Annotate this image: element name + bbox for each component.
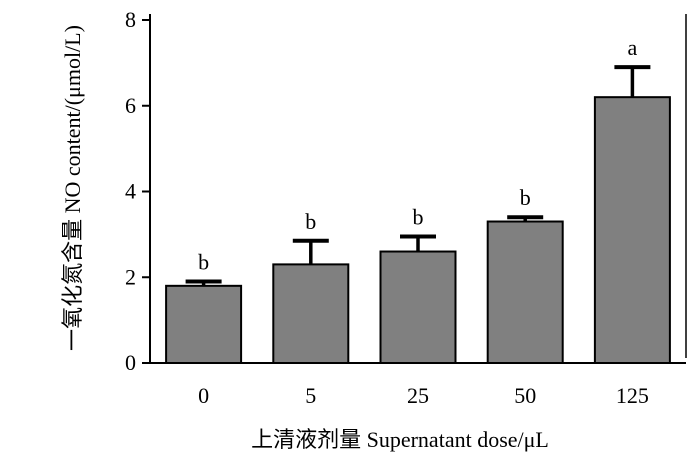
x-tick-label: 50: [514, 383, 536, 408]
y-tick-label: 6: [125, 93, 136, 118]
y-ticks: 0 2 4 6 8: [125, 7, 150, 375]
x-axis-title: 上清液剂量 Supernatant dose/μL: [251, 427, 549, 452]
x-tick-label: 0: [198, 383, 209, 408]
x-tick-label: 25: [407, 383, 429, 408]
significance-letter: a: [628, 35, 638, 60]
y-tick-label: 8: [125, 7, 136, 32]
significance-letter: b: [198, 250, 209, 275]
y-tick-label: 2: [125, 264, 136, 289]
significance-letter: b: [520, 185, 531, 210]
y-axis-title: 一氧化氮含量 NO content/(μmol/L): [60, 25, 85, 351]
significance-letters: b b b b a: [198, 35, 637, 274]
bars: [165, 96, 671, 365]
x-ticks: 0 5 25 50 125: [198, 383, 649, 408]
significance-letter: b: [305, 209, 316, 234]
bar-0: [165, 284, 243, 365]
x-tick-label: 125: [616, 383, 649, 408]
bar-5: [272, 263, 350, 365]
error-bars: [185, 65, 651, 286]
bar-125: [593, 96, 671, 365]
bar-50: [486, 220, 564, 364]
y-tick-label: 0: [125, 350, 136, 375]
bar-25: [379, 250, 457, 364]
y-tick-label: 4: [125, 179, 136, 204]
significance-letter: b: [413, 205, 424, 230]
x-tick-label: 5: [305, 383, 316, 408]
